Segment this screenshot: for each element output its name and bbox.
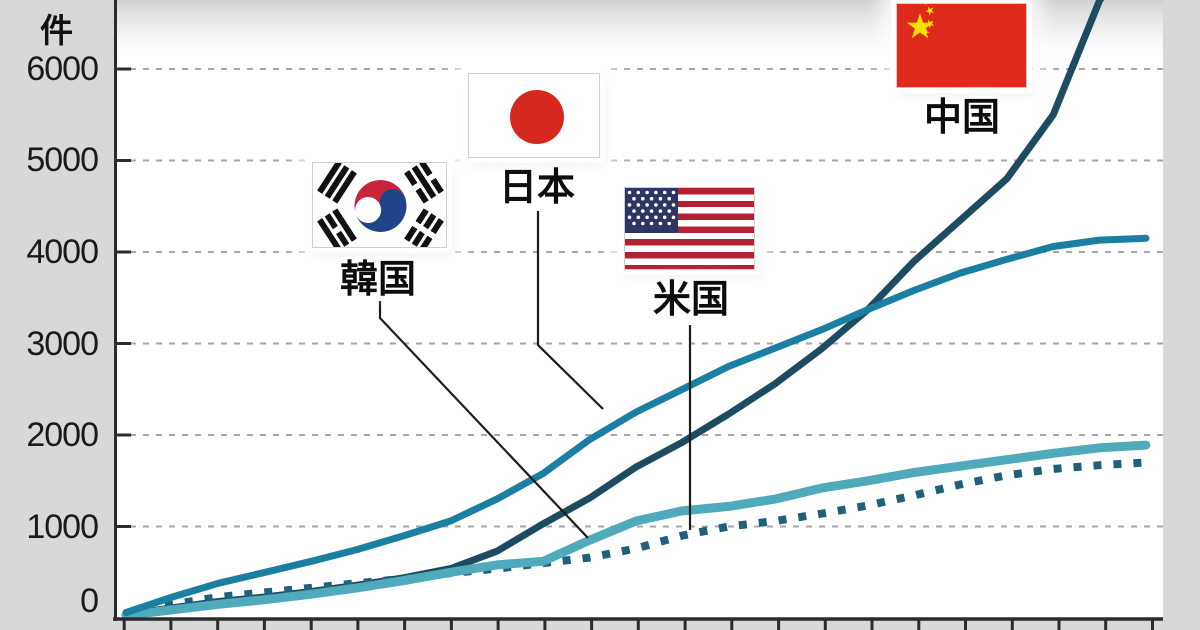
japan-label: 日本 [498,167,576,209]
korea-taegeuk [354,180,407,232]
series-layer [121,0,1151,620]
series-line-usa [125,458,1147,618]
china-flag-icon [896,3,1027,88]
y-axis-tick-label: 1000 [26,508,99,546]
japan-callout-line [536,211,604,410]
x-axis-tick-marks [122,619,1154,630]
y-axis-tick-label: 2000 [26,416,99,454]
china-label: 中国 [923,97,1001,139]
usa-stars [627,190,676,226]
japan-flag-icon [468,73,600,158]
series-line-korea [121,440,1151,620]
korea-flag-icon [312,162,447,248]
y-axis-tick-label: 6000 [26,50,99,88]
usa-flag-icon [624,187,755,270]
y-axis-unit-label: 件 [40,12,73,49]
korea-callout-line [378,301,589,539]
usa-label: 米国 [652,279,730,321]
y-axis-tick-label: 5000 [26,141,99,179]
y-axis-tick-label: 3000 [26,325,99,363]
callout-lines [378,211,692,539]
series-line-japan [122,234,1150,616]
korea-label: 韓国 [339,259,417,301]
y-axis-tick-label: 0 [80,582,99,620]
y-axis-tick-label: 4000 [26,233,99,271]
